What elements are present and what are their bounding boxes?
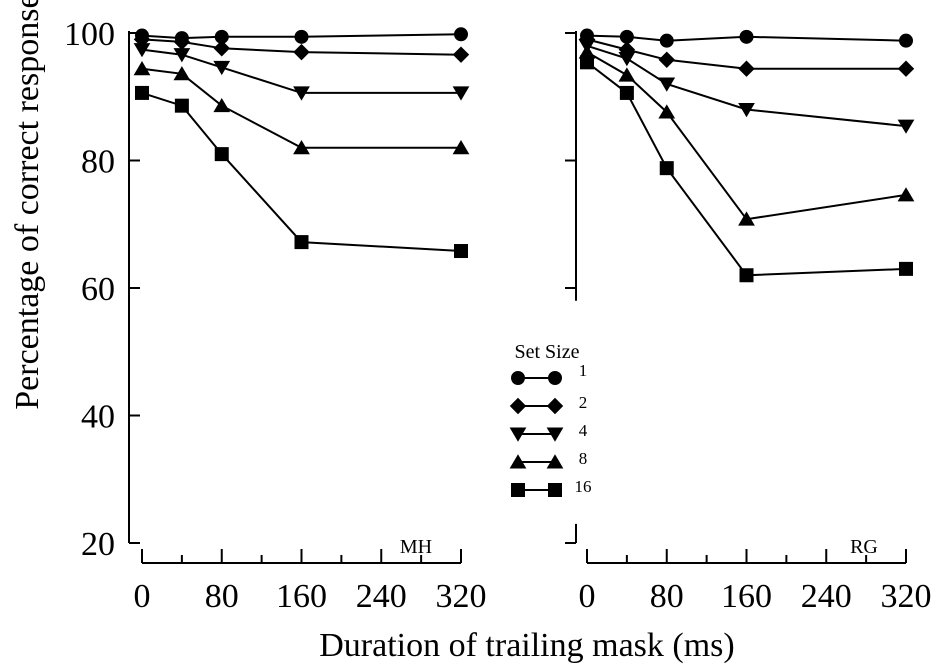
data-point-set-size-2-rg-x160 — [738, 60, 755, 77]
data-point-set-size-8-rg-x40 — [618, 67, 636, 82]
data-point-set-size-1-rg-x160 — [739, 29, 754, 44]
legend-marker-left-set-size-16 — [511, 483, 525, 497]
data-point-set-size-2-rg-x80 — [658, 51, 675, 68]
data-point-set-size-8-mh-x40 — [173, 66, 191, 81]
series-line-set-size-8-mh — [141, 67, 461, 149]
x-tick-label-80-rg: 80 — [650, 578, 684, 615]
data-point-set-size-16-rg-x320 — [899, 261, 913, 276]
y-tick-label-100: 100 — [64, 16, 115, 53]
y-tick-label-80: 80 — [81, 144, 115, 181]
data-point-set-size-2-mh-x80 — [213, 40, 230, 57]
data-point-set-size-2-mh-x320 — [452, 46, 470, 63]
series-line-set-size-16-rg — [586, 61, 907, 277]
data-point-set-size-16-mh-x80 — [214, 147, 229, 162]
x-tick-label-160-mh: 160 — [276, 578, 327, 615]
data-point-set-size-4-mh-x0 — [133, 43, 151, 58]
panel-label-mh: MH — [400, 536, 432, 558]
data-point-set-size-4-mh-x320 — [452, 86, 470, 101]
data-point-set-size-1-mh-x160 — [294, 29, 309, 44]
data-point-set-size-16-mh-x0 — [135, 85, 149, 100]
data-point-set-size-8-mh-x80 — [213, 97, 231, 113]
x-tick-label-160-rg: 160 — [721, 578, 772, 615]
x-tick-label-240-rg: 240 — [801, 578, 852, 615]
data-point-set-size-16-rg-x80 — [659, 161, 674, 176]
data-point-set-size-16-rg-x40 — [619, 85, 634, 100]
legend-title: Set Size — [515, 341, 580, 363]
y-tick-label-20: 20 — [81, 526, 115, 563]
y-axis-label: Percentage of correct responses — [9, 0, 46, 410]
y-tick-label-40: 40 — [81, 399, 115, 436]
legend-marker-left-set-size-4 — [509, 427, 527, 442]
data-point-set-size-8-rg-x160 — [738, 211, 755, 226]
data-point-set-size-8-rg-x80 — [658, 104, 676, 119]
legend-marker-left-set-size-8 — [509, 454, 527, 469]
x-tick-label-0-rg: 0 — [579, 578, 596, 615]
series-layer — [133, 27, 915, 283]
data-point-set-size-1-mh-x320 — [454, 27, 468, 42]
legend-marker-right-set-size-1 — [548, 371, 562, 385]
data-point-set-size-8-mh-x320 — [452, 140, 470, 155]
legend-marker-left-set-size-1 — [511, 371, 525, 385]
legend-marker-right-set-size-2 — [546, 397, 564, 415]
legend-marker-left-set-size-2 — [509, 397, 527, 415]
data-point-set-size-16-mh-x160 — [294, 235, 309, 250]
x-tick-label-80-mh: 80 — [205, 578, 239, 615]
panel-label-rg: RG — [850, 536, 878, 558]
x-axis-label: Duration of trailing mask (ms) — [319, 627, 734, 664]
data-point-set-size-2-rg-x320 — [897, 60, 915, 77]
data-point-set-size-8-mh-x0 — [133, 60, 151, 76]
legend-label-set-size-2: 2 — [579, 393, 588, 412]
legend-marker-right-set-size-4 — [546, 427, 564, 442]
legend-marker-right-set-size-8 — [546, 454, 564, 469]
data-point-set-size-16-mh-x40 — [174, 98, 189, 113]
legend-marker-right-set-size-16 — [548, 483, 562, 497]
legend-label-set-size-4: 4 — [579, 421, 588, 440]
data-point-set-size-1-rg-x80 — [659, 33, 674, 48]
x-tick-label-320-mh: 320 — [436, 578, 487, 615]
series-line-set-size-8-rg — [586, 51, 907, 221]
data-point-set-size-4-mh-x160 — [293, 86, 310, 101]
data-point-set-size-1-rg-x320 — [899, 33, 913, 48]
x-tick-label-0-mh: 0 — [134, 578, 151, 615]
data-point-set-size-4-rg-x80 — [658, 77, 676, 92]
data-point-set-size-4-rg-x40 — [618, 52, 636, 67]
data-point-set-size-16-rg-x0 — [580, 55, 594, 70]
data-point-set-size-4-mh-x40 — [173, 48, 191, 63]
y-tick-label-60: 60 — [81, 271, 115, 308]
legend-label-set-size-8: 8 — [579, 449, 588, 468]
data-point-set-size-16-mh-x320 — [454, 244, 468, 259]
data-point-set-size-16-rg-x160 — [739, 268, 754, 283]
data-point-set-size-4-mh-x80 — [213, 60, 231, 76]
data-point-set-size-8-mh-x160 — [293, 140, 310, 155]
data-point-set-size-8-rg-x320 — [897, 187, 915, 202]
x-tick-label-240-mh: 240 — [356, 578, 407, 615]
x-tick-label-320-rg: 320 — [881, 578, 932, 615]
legend-label-set-size-16: 16 — [575, 477, 592, 496]
data-point-set-size-4-rg-x320 — [897, 119, 915, 134]
legend-label-set-size-1: 1 — [579, 361, 588, 380]
series-line-set-size-16-mh — [141, 91, 462, 252]
data-point-set-size-4-rg-x160 — [738, 103, 755, 118]
data-point-set-size-2-mh-x160 — [293, 43, 310, 61]
